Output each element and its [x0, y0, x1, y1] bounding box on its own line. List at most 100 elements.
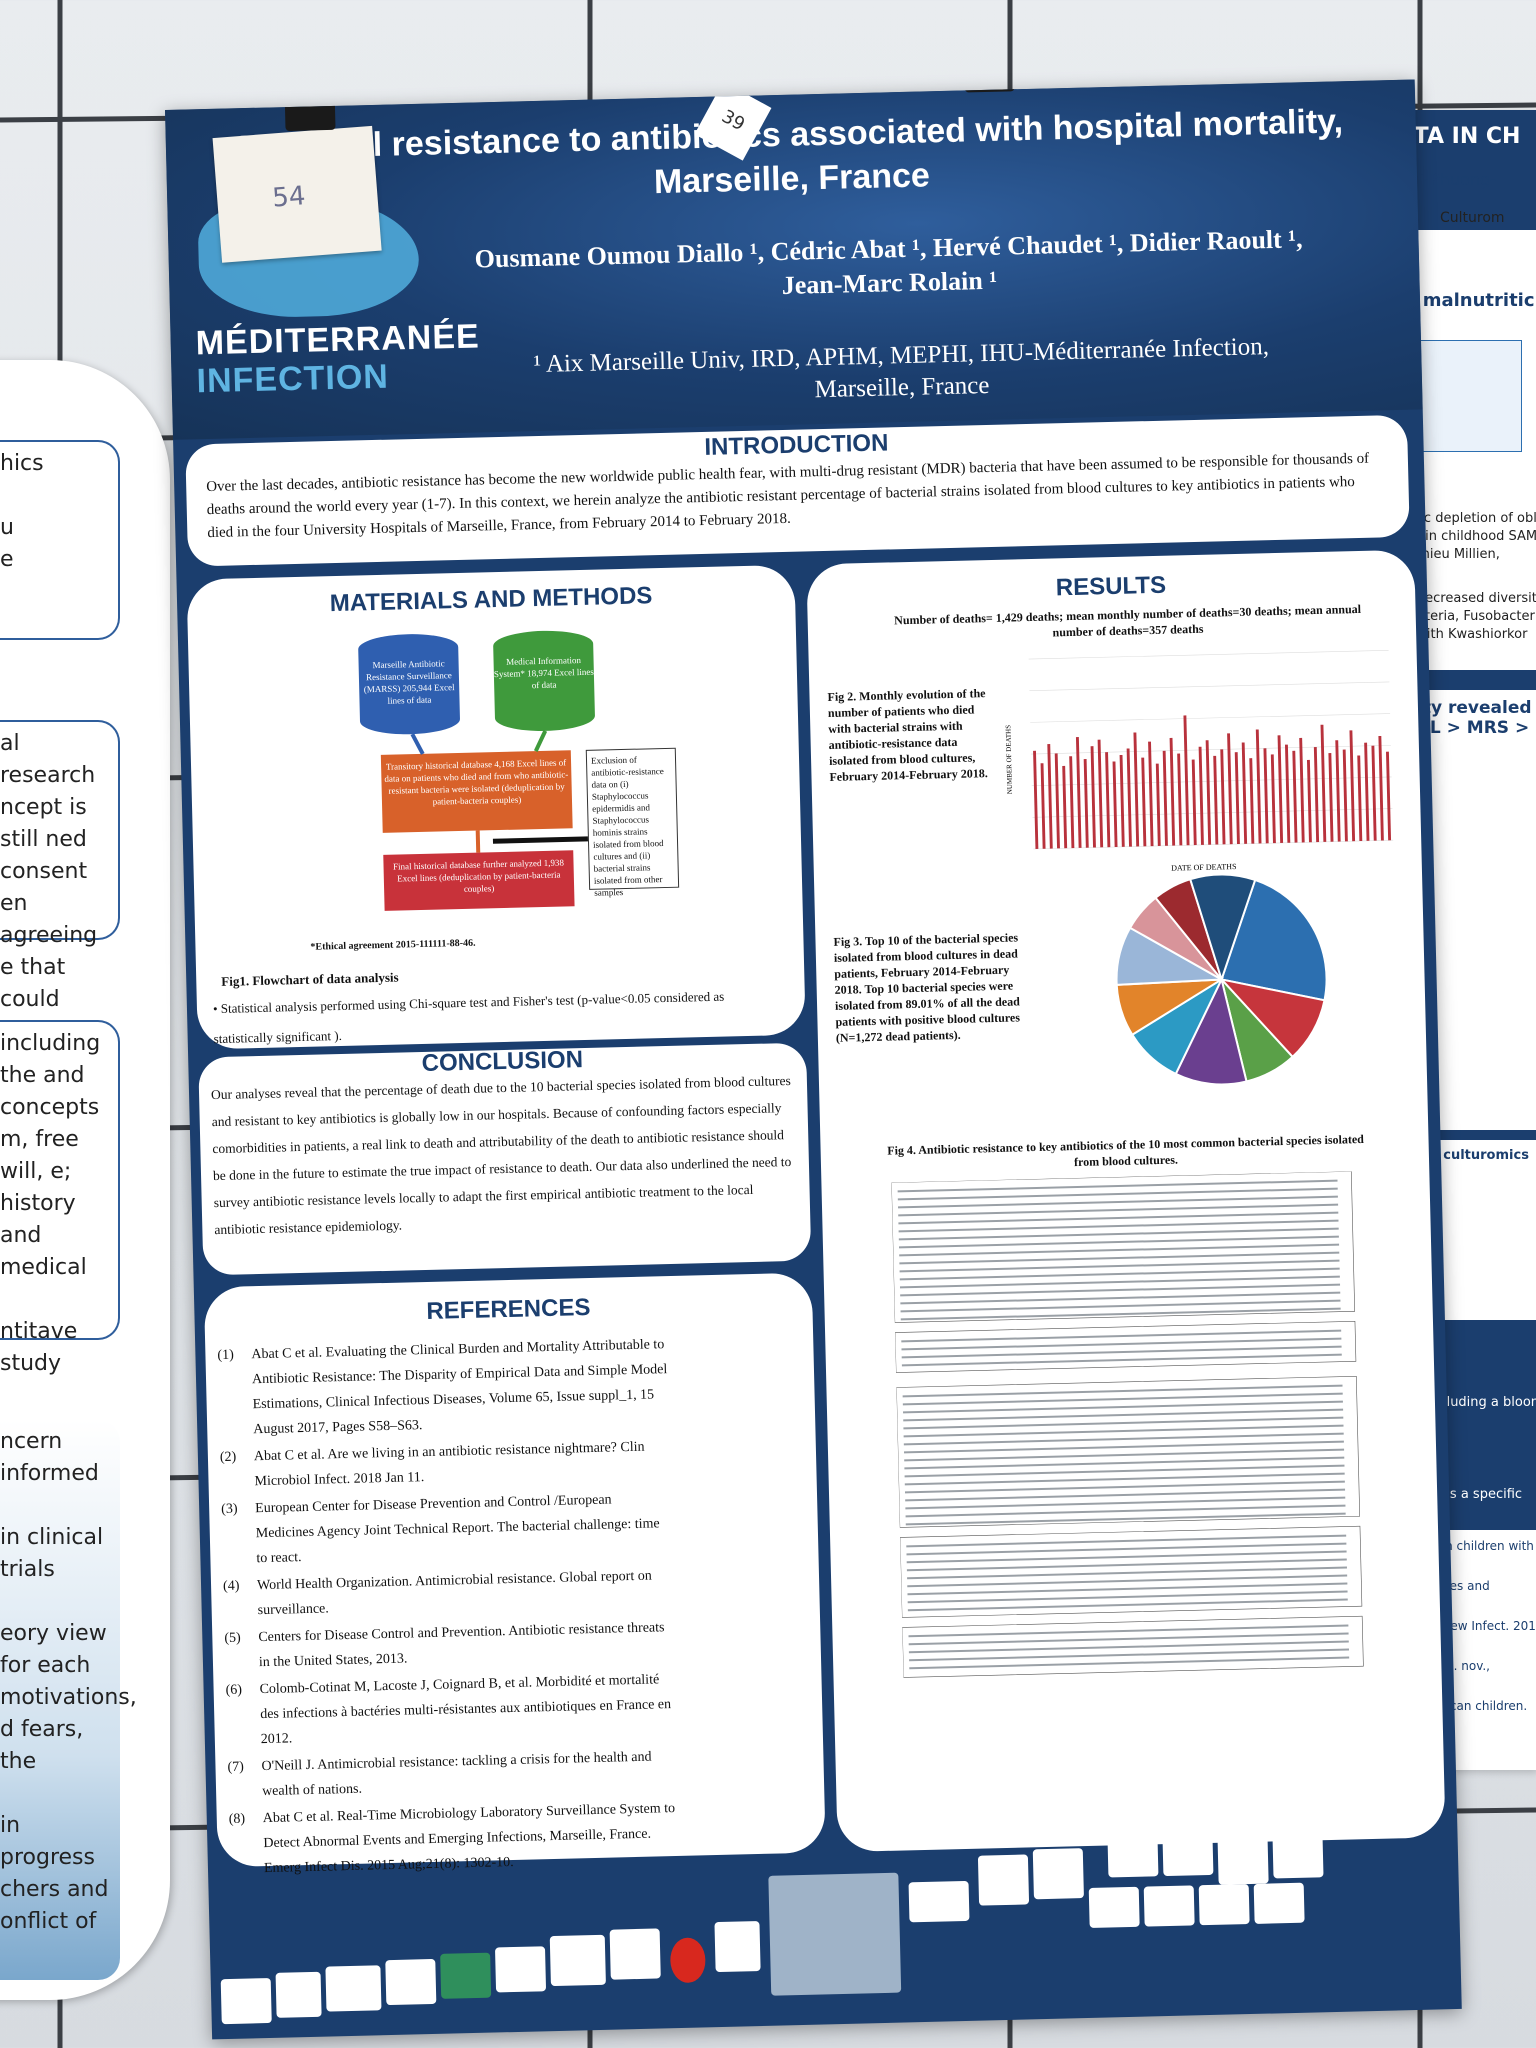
table-row [901, 1329, 1342, 1343]
fig2-gridline [1029, 681, 1390, 692]
flowchart-arrows [410, 730, 588, 853]
logo-2-icon [440, 1952, 492, 1999]
main-poster: MÉDITERRANÉE INFECTION Bacterial resista… [165, 79, 1462, 2040]
references-heading: REFERENCES [426, 1293, 591, 1325]
logo-ff-icon [669, 1937, 706, 1984]
fig2-bar [1357, 755, 1363, 842]
fig3-pie-chart [1115, 873, 1328, 1086]
table-row [898, 1219, 1339, 1233]
fig2-bar [1342, 749, 1348, 842]
table-row [908, 1632, 1349, 1646]
reference-text: World Health Organization. Antimicrobial… [256, 1568, 652, 1619]
fig2-bar [1313, 747, 1320, 843]
logo-universite-icon [1143, 1885, 1195, 1927]
reference-text: Abat C et al. Are we living in an antibi… [253, 1439, 645, 1490]
table-row [899, 1243, 1340, 1257]
fig2-gridline [1028, 649, 1389, 660]
reference-item: (7) O'Neill J. Antimicrobial resistance: … [227, 1744, 678, 1805]
logo-qiagen-icon [549, 1934, 606, 1987]
logo-inra-icon [908, 1880, 970, 1923]
reference-text: Colomb-Cotinat M, Lacoste J, Coignard B,… [259, 1672, 672, 1748]
table-row [902, 1384, 1343, 1398]
conclusion-panel: CONCLUSION Our analyses reveal that the … [198, 1042, 812, 1276]
table-row [905, 1504, 1346, 1518]
table-row [903, 1424, 1344, 1438]
fig2-xlabel: DATE OF DEATHS [1171, 862, 1237, 873]
fig2-bar [1299, 737, 1305, 843]
stats-text: Statistical analysis performed using Chi… [213, 988, 725, 1047]
logo-inserm-icon [325, 1965, 382, 2012]
reference-number: (1) [217, 1347, 234, 1364]
fig2-bar [1141, 757, 1147, 847]
reference-item: (2) Abat C et al. Are we living in an ant… [220, 1434, 671, 1495]
table-row [903, 1432, 1344, 1446]
table-row [906, 1542, 1347, 1556]
fig2-bar [1386, 751, 1392, 841]
table-row [904, 1480, 1345, 1494]
note-number: 54 [271, 181, 307, 214]
table-row [908, 1640, 1349, 1654]
logo-cnrs-icon [1272, 1827, 1324, 1879]
logo-conseil-icon [1198, 1884, 1250, 1926]
table-row [907, 1598, 1348, 1612]
table-row [905, 1488, 1346, 1502]
introduction-panel: INTRODUCTION Over the last decades, anti… [185, 414, 1410, 567]
logo-ville-icon [1253, 1882, 1305, 1924]
table-row [901, 1337, 1342, 1351]
logo-umr-icon [1107, 1831, 1159, 1878]
logo-chu-icon [1088, 1886, 1140, 1928]
table-row [897, 1179, 1338, 1193]
reference-number: (8) [228, 1811, 246, 1827]
fig2-bar [1126, 748, 1132, 847]
fig2-bar [1220, 749, 1226, 845]
table-row [904, 1464, 1345, 1478]
table-row [899, 1259, 1340, 1273]
fig2-bar [1263, 748, 1269, 844]
table-row [898, 1235, 1339, 1249]
table-row [909, 1648, 1349, 1662]
table-row [903, 1440, 1344, 1454]
table-row [907, 1566, 1347, 1580]
fig3-pie-slice [1174, 976, 1248, 1086]
table-row [899, 1275, 1340, 1289]
table-row [906, 1550, 1347, 1564]
fig2-bar [1255, 729, 1262, 844]
results-panel: RESULTS Number of deaths= 1,429 deaths; … [806, 549, 1446, 1853]
reference-number: (4) [222, 1578, 240, 1595]
reference-text: European Center for Disease Prevention a… [255, 1492, 660, 1567]
fig2-caption: Fig 2. Monthly evolution of the number o… [827, 686, 988, 784]
reference-number: (7) [227, 1759, 245, 1775]
fig2-bar-chart: DATE OF DEATHS NUMBER OF DEATHS [1004, 649, 1394, 873]
fig3-pie-slice [1188, 873, 1257, 983]
fig2-bar [1378, 735, 1384, 841]
fig2-bar [1169, 737, 1176, 846]
fig2-bar [1364, 742, 1370, 841]
number-note: 54 [212, 125, 382, 263]
fig2-bar [1033, 750, 1039, 849]
logo-ird-icon [385, 1958, 437, 2006]
fig2-bar [1083, 759, 1089, 848]
fig2-bar [1090, 746, 1096, 848]
fig2-bar [1349, 730, 1356, 842]
logo-credit-icon [1032, 1848, 1084, 1900]
fig2-bar [1183, 715, 1190, 846]
fig2-bar [1306, 759, 1312, 843]
table-row [901, 1353, 1342, 1367]
table-row [904, 1448, 1345, 1462]
logo-ame-icon [1217, 1833, 1269, 1885]
reference-item: (6) Colomb-Cotinat M, Lacoste J, Coignard… [225, 1667, 677, 1753]
fig2-bar [1148, 741, 1154, 847]
fig2-ylabel: NUMBER OF DEATHS [1004, 725, 1014, 795]
fig2-bar [1133, 732, 1140, 847]
table-row [909, 1656, 1350, 1670]
table-row [906, 1534, 1347, 1548]
fig2-bar [1112, 761, 1118, 848]
fig2-bar [1328, 753, 1334, 842]
table-row [907, 1582, 1348, 1596]
tag-number: 39 [718, 105, 749, 136]
building-photo [768, 1872, 902, 1996]
fig2-bar [1119, 754, 1125, 847]
logo-cnrs-icon [275, 1971, 322, 2018]
conclusion-text: Our analyses reveal that the percentage … [210, 1073, 792, 1238]
table-row [900, 1299, 1341, 1313]
